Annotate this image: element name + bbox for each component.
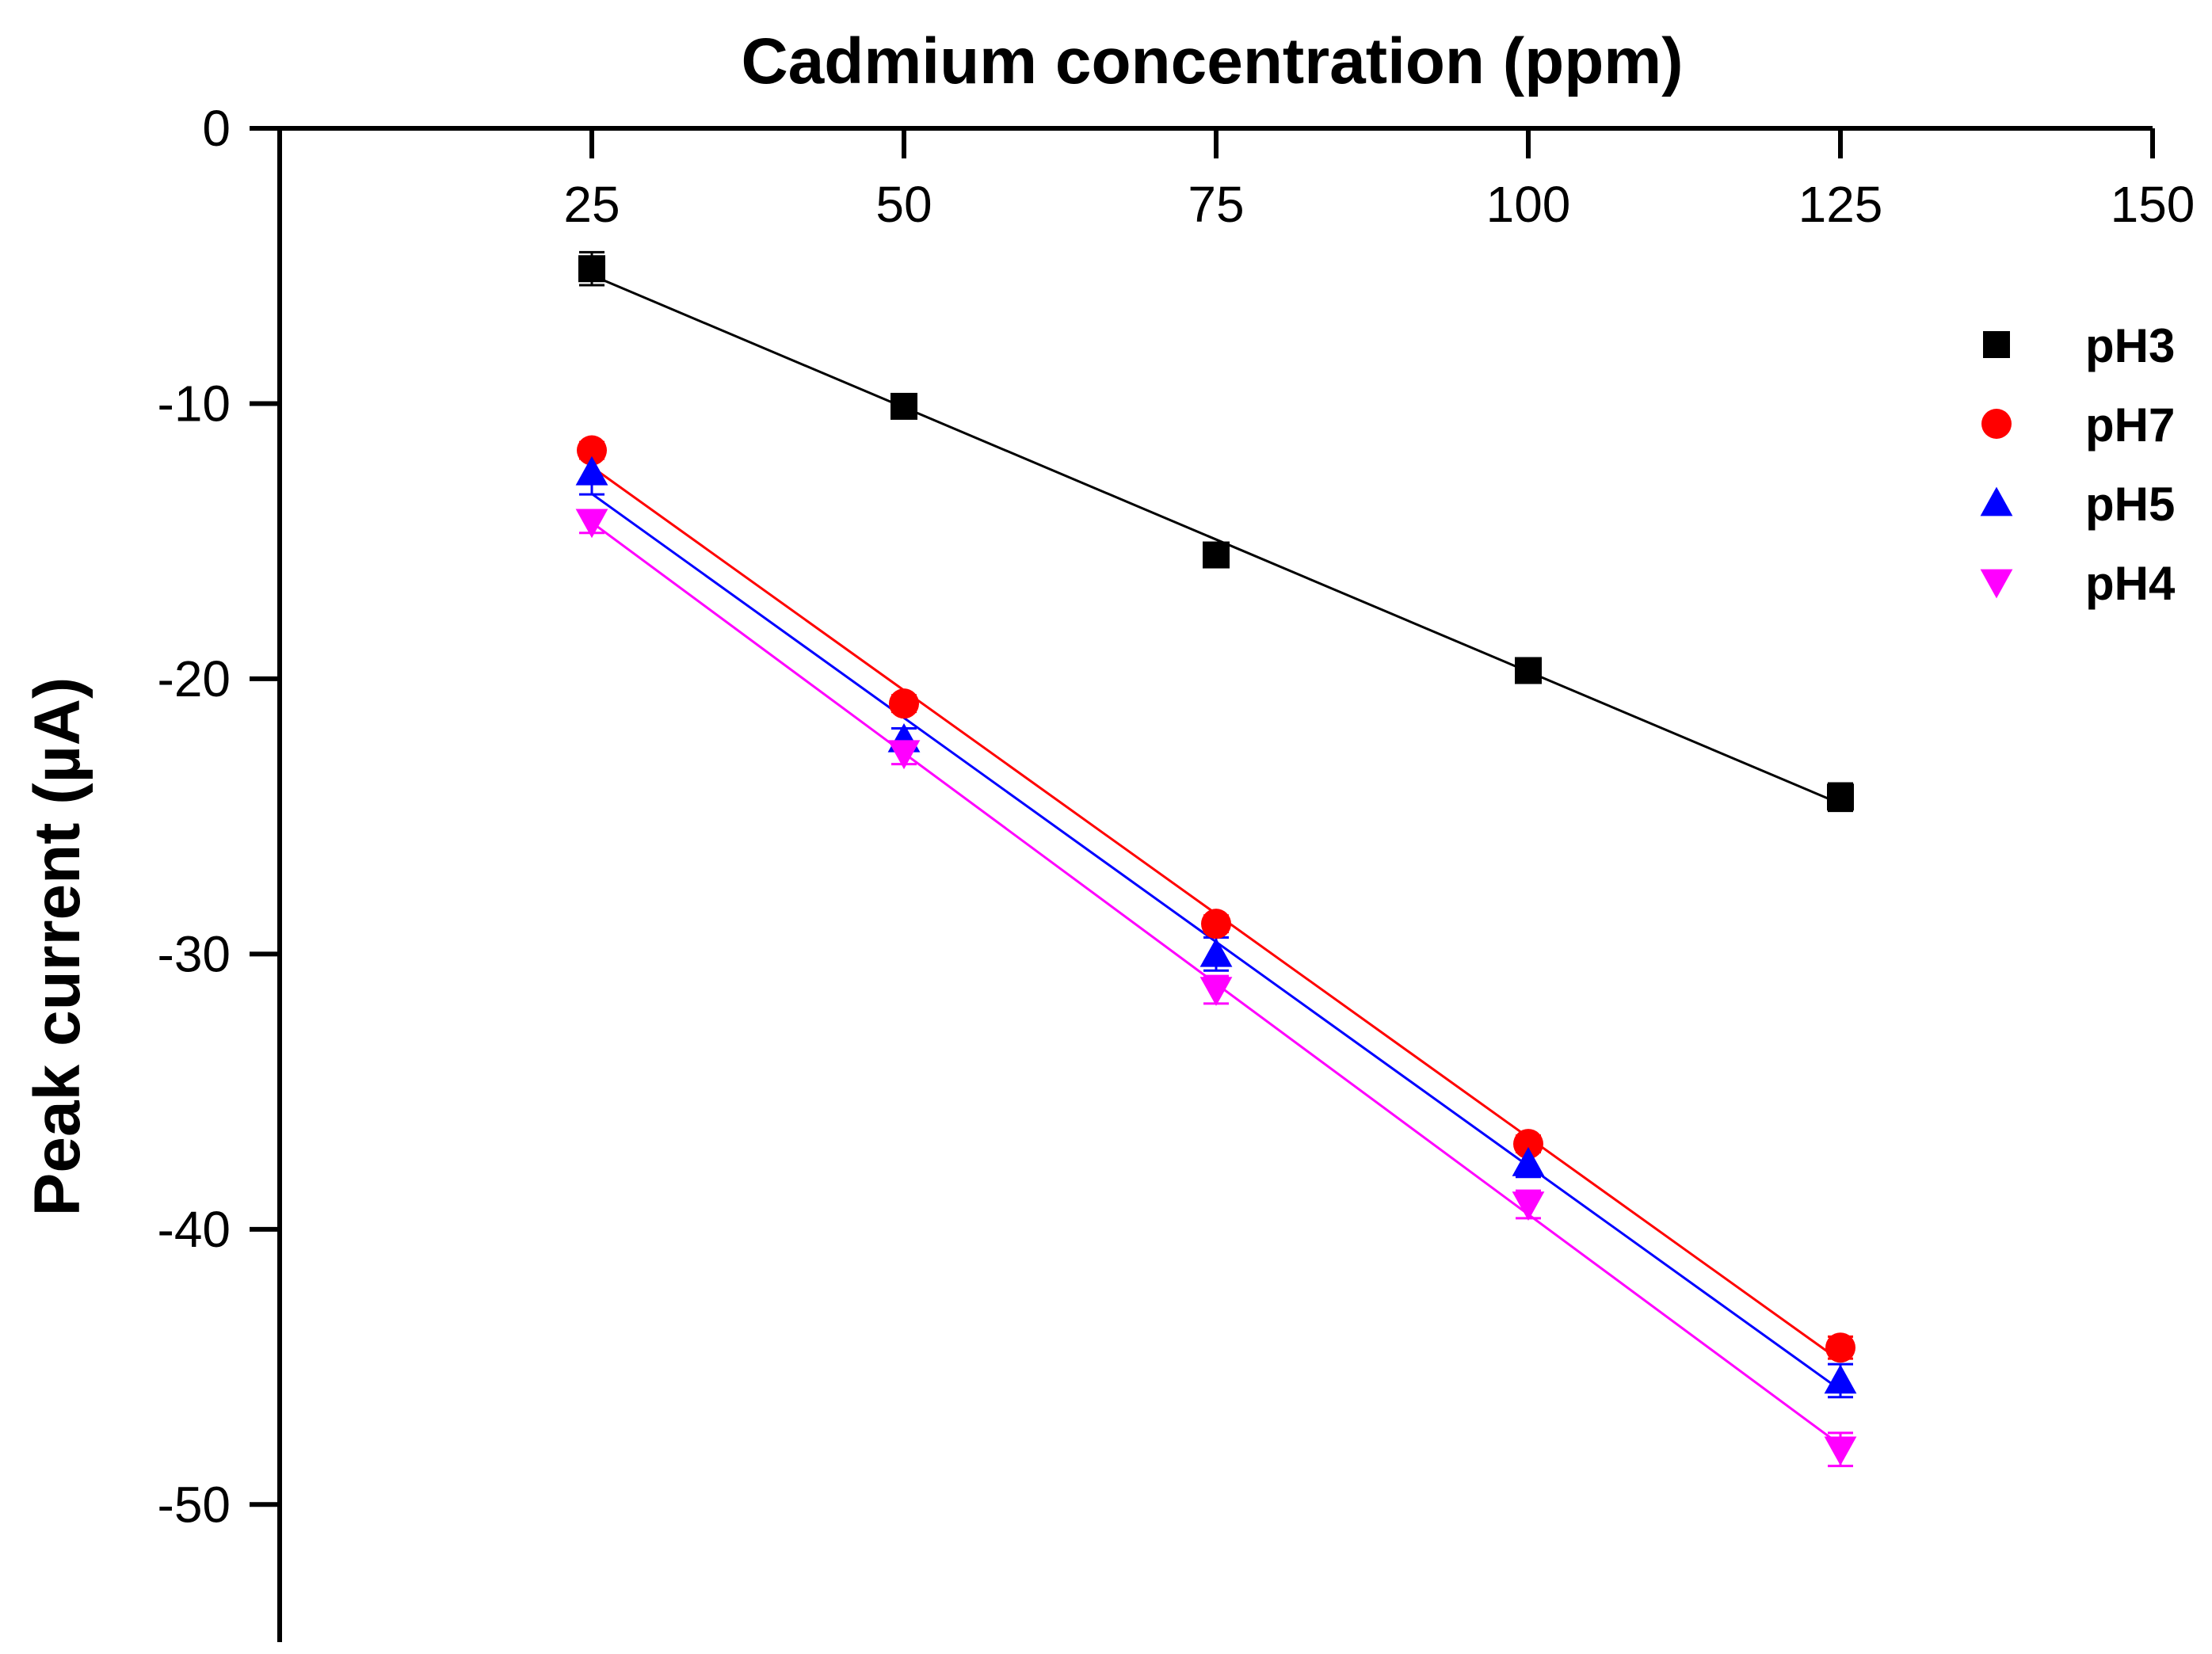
legend-label-ph3: pH3 — [2085, 319, 2175, 372]
point-ph3-0 — [578, 255, 605, 283]
y-tick-label-5: -50 — [158, 1476, 231, 1533]
y-tick-label-2: -20 — [158, 650, 231, 707]
axes: 25 50 75 100 125 150 0 -10 -20 -30 -40 -50 — [158, 100, 2195, 1642]
point-ph7-1 — [889, 688, 919, 719]
point-ph5-2 — [1199, 937, 1233, 967]
data-points — [575, 255, 1857, 1466]
point-ph7-2 — [1201, 909, 1231, 939]
x-tick-label-1: 50 — [875, 176, 932, 233]
point-ph5-0 — [575, 455, 608, 486]
point-ph3-4 — [1827, 783, 1854, 811]
x-tick-label-4: 125 — [1798, 176, 1883, 233]
y-tick-label-3: -30 — [158, 925, 231, 982]
legend-marker-ph3 — [1983, 331, 2010, 358]
y-tick-label-4: -40 — [158, 1201, 231, 1258]
legend-label-ph7: pH7 — [2085, 398, 2175, 452]
y-tick-label-1: -10 — [158, 375, 231, 432]
point-ph5-4 — [1824, 1364, 1857, 1394]
fit-lines — [591, 274, 1841, 1446]
legend-marker-ph7 — [1981, 409, 2012, 439]
point-ph4-1 — [887, 740, 921, 770]
y-axis-title: Peak current (µA) — [21, 677, 93, 1217]
x-tick-label-0: 25 — [563, 176, 620, 233]
point-ph4-2 — [1199, 977, 1233, 1006]
legend: pH3 pH7 pH5 pH4 — [1980, 319, 2176, 610]
legend-marker-ph5 — [1980, 486, 2013, 516]
point-ph3-3 — [1515, 657, 1542, 684]
error-bars — [579, 250, 1853, 1468]
point-ph3-1 — [891, 392, 917, 420]
point-ph7-3 — [1513, 1129, 1543, 1160]
legend-marker-ph4 — [1980, 569, 2013, 599]
point-ph4-0 — [575, 509, 608, 539]
point-ph4-3 — [1512, 1191, 1545, 1221]
legend-label-ph5: pH5 — [2085, 478, 2175, 531]
point-ph3-2 — [1203, 541, 1230, 569]
x-axis-title: Cadmium concentration (ppm) — [741, 25, 1683, 97]
fit-line-ph3 — [591, 274, 1841, 806]
y-tick-label-0: 0 — [202, 100, 231, 157]
point-ph7-4 — [1825, 1332, 1855, 1363]
legend-label-ph4: pH4 — [2085, 557, 2176, 610]
point-ph7-0 — [577, 435, 607, 466]
x-tick-label-3: 100 — [1486, 176, 1571, 233]
x-tick-label-2: 75 — [1188, 176, 1244, 233]
x-tick-label-5: 150 — [2111, 176, 2195, 233]
point-ph5-3 — [1512, 1147, 1545, 1176]
point-ph4-4 — [1824, 1436, 1857, 1466]
